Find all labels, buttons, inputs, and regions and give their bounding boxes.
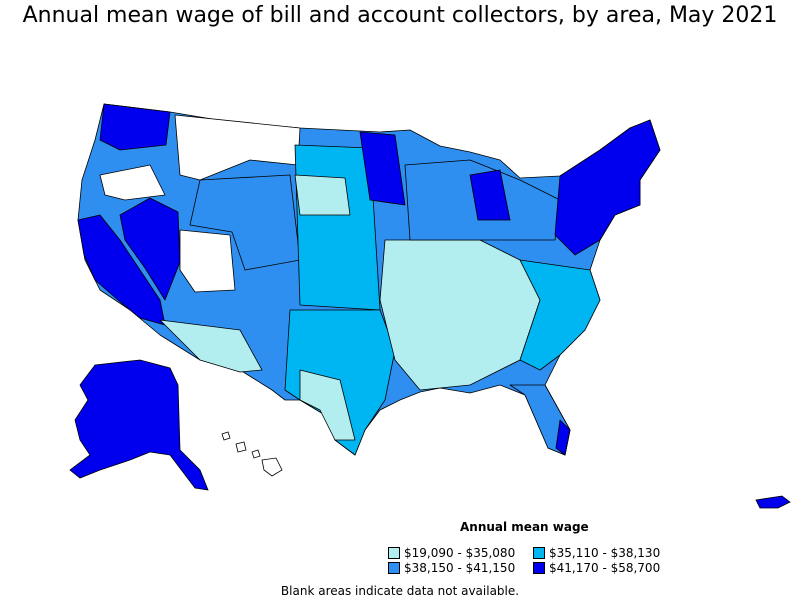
region-northeast: [554, 119, 661, 256]
region-hawaii: [221, 431, 283, 477]
legend-swatch-3: [388, 562, 400, 574]
legend-swatch-4: [533, 562, 545, 574]
legend-title: Annual mean wage: [460, 520, 589, 534]
legend-label-3: $38,150 - $41,150: [404, 561, 516, 575]
region-southwest-light: [159, 319, 263, 373]
region-dakota-light: [294, 174, 351, 216]
region-nevada: [119, 197, 181, 301]
region-south-light: [379, 239, 541, 391]
region-no-data-northwest: [174, 114, 301, 181]
region-no-data-oregon: [99, 164, 166, 201]
region-mountain: [189, 174, 301, 271]
region-alaska: [69, 359, 209, 491]
legend-item-2: $35,110 - $38,130: [533, 546, 660, 560]
map-title: Annual mean wage of bill and account col…: [22, 3, 778, 28]
region-florida: [509, 384, 571, 456]
legend-label-2: $35,110 - $38,130: [549, 546, 661, 560]
legend-label-1: $19,090 - $35,080: [404, 546, 516, 560]
legend-swatch-2: [533, 547, 545, 559]
region-puerto-rico: [755, 495, 791, 509]
legend-item-1: $19,090 - $35,080: [388, 546, 515, 560]
no-data-note: Blank areas indicate data not available.: [280, 584, 520, 598]
region-michigan: [469, 169, 511, 221]
region-texas-light: [299, 369, 356, 441]
region-no-data-utah: [179, 229, 236, 293]
legend-label-4: $41,170 - $58,700: [549, 561, 661, 575]
legend-item-4: $41,170 - $58,700: [533, 561, 660, 575]
legend-item-3: $38,150 - $41,150: [388, 561, 515, 575]
region-florida-east: [555, 419, 571, 456]
region-minnesota: [359, 131, 406, 206]
legend-swatch-1: [388, 547, 400, 559]
region-southeast: [519, 259, 601, 371]
region-washington: [99, 103, 171, 151]
